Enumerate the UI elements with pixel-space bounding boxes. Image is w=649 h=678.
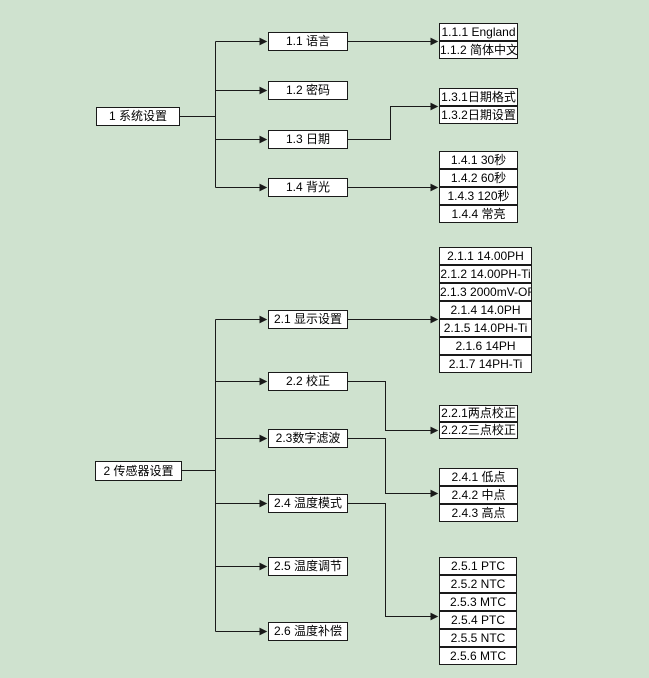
cell-2-4-3: 2.4.3 高点 <box>439 504 518 522</box>
stack-2-2-options: 2.2.1两点校正 2.2.2三点校正 <box>439 405 518 439</box>
stack-2-4-options: 2.4.1 低点 2.4.2 中点 2.4.3 高点 <box>439 468 518 522</box>
stack-1-3-options: 1.3.1日期格式 1.3.2日期设置 <box>439 88 518 124</box>
node-2-2-calibration: 2.2 校正 <box>268 372 348 391</box>
cell-2-5-1: 2.5.1 PTC <box>439 557 517 575</box>
cell-2-1-3: 2.1.3 2000mV-ORP <box>439 283 532 301</box>
cell-2-2-1: 2.2.1两点校正 <box>439 405 518 422</box>
cell-1-4-1: 1.4.1 30秒 <box>439 151 518 169</box>
cell-2-1-6: 2.1.6 14PH <box>439 337 532 355</box>
node-1-3-date: 1.3 日期 <box>268 130 348 149</box>
stack-2-5-options: 2.5.1 PTC 2.5.2 NTC 2.5.3 MTC 2.5.4 PTC … <box>439 557 517 665</box>
cell-2-4-2: 2.4.2 中点 <box>439 486 518 504</box>
cell-1-3-2: 1.3.2日期设置 <box>439 106 518 124</box>
cell-2-5-4: 2.5.4 PTC <box>439 611 517 629</box>
connector-2-4-children <box>348 503 439 621</box>
cell-1-4-2: 1.4.2 60秒 <box>439 169 518 187</box>
cell-2-2-2: 2.2.2三点校正 <box>439 422 518 439</box>
cell-2-1-2: 2.1.2 14.00PH-Ti <box>439 265 532 283</box>
node-1-1-language: 1.1 语言 <box>268 32 348 51</box>
node-1-4-backlight: 1.4 背光 <box>268 178 348 197</box>
connector-1-3-children <box>348 102 439 140</box>
node-2-3-digital-filter: 2.3数字滤波 <box>268 429 348 448</box>
stack-1-1-options: 1.1.1 England 1.1.2 简体中文 <box>439 23 518 59</box>
cell-2-1-5: 2.1.5 14.0PH-Ti <box>439 319 532 337</box>
stack-1-4-options: 1.4.1 30秒 1.4.2 60秒 1.4.3 120秒 1.4.4 常亮 <box>439 151 518 223</box>
cell-1-4-3: 1.4.3 120秒 <box>439 187 518 205</box>
node-2-4-temp-mode: 2.4 温度模式 <box>268 494 348 513</box>
cell-2-1-4: 2.1.4 14.0PH <box>439 301 532 319</box>
node-1-2-password: 1.2 密码 <box>268 81 348 100</box>
node-system-settings-root: 1 系统设置 <box>96 107 180 126</box>
cell-2-5-6: 2.5.6 MTC <box>439 647 517 665</box>
cell-2-5-5: 2.5.5 NTC <box>439 629 517 647</box>
cell-1-3-1: 1.3.1日期格式 <box>439 88 518 106</box>
cell-2-5-3: 2.5.3 MTC <box>439 593 517 611</box>
cell-1-4-4: 1.4.4 常亮 <box>439 205 518 223</box>
node-2-5-temp-adjust: 2.5 温度调节 <box>268 557 348 576</box>
cell-2-4-1: 2.4.1 低点 <box>439 468 518 486</box>
node-2-1-display: 2.1 显示设置 <box>268 310 348 329</box>
cell-1-1-1: 1.1.1 England <box>439 23 518 41</box>
node-sensor-settings-root: 2 传感器设置 <box>95 461 182 481</box>
connector-2-3-children <box>348 438 439 498</box>
cell-1-1-2: 1.1.2 简体中文 <box>439 41 518 59</box>
connector-2-2-children <box>348 381 439 435</box>
cell-2-5-2: 2.5.2 NTC <box>439 575 517 593</box>
stack-2-1-options: 2.1.1 14.00PH 2.1.2 14.00PH-Ti 2.1.3 200… <box>439 247 532 373</box>
cell-2-1-1: 2.1.1 14.00PH <box>439 247 532 265</box>
node-2-6-temp-comp: 2.6 温度补偿 <box>268 622 348 641</box>
cell-2-1-7: 2.1.7 14PH-Ti <box>439 355 532 373</box>
